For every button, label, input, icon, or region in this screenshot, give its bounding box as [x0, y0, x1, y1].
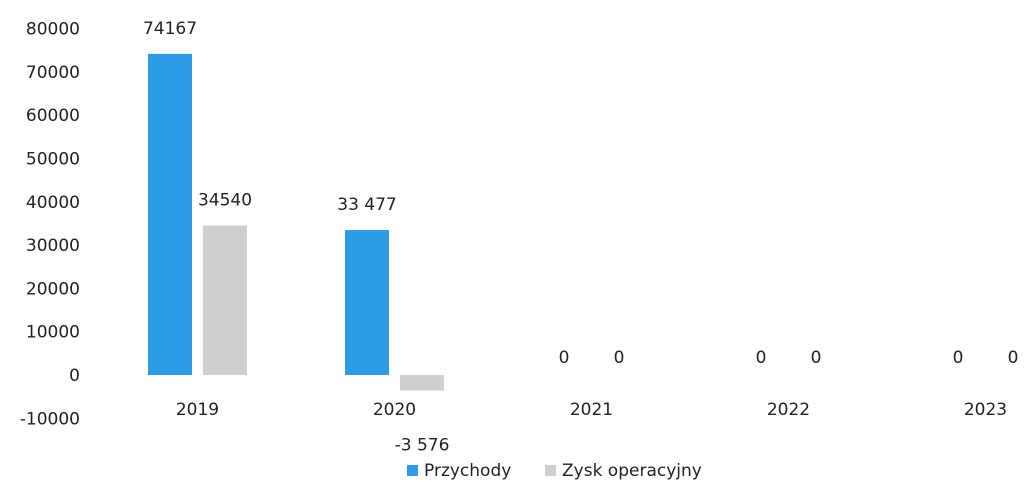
data-label: 0 — [559, 348, 570, 368]
bar-przychody-2019 — [148, 53, 192, 375]
y-tick-label: 50000 — [26, 150, 80, 170]
data-label: -3 576 — [395, 435, 450, 455]
y-axis-ticks: 80000 70000 60000 50000 40000 30000 20000 10000… — [20, 20, 80, 430]
data-label: 0 — [811, 348, 822, 368]
y-tick-label: -10000 — [20, 409, 80, 429]
y-tick-label: 80000 — [26, 20, 80, 40]
y-tick-label: 60000 — [26, 106, 80, 126]
x-category-label: 2021 — [570, 400, 613, 420]
bar-zysk-operacyjny-2020 — [400, 375, 444, 391]
legend-swatch — [545, 465, 556, 476]
legend-swatch — [407, 465, 418, 476]
data-label: 0 — [953, 348, 964, 368]
y-tick-label: 0 — [69, 366, 80, 386]
x-axis-category-labels: 2019 2020 2021 2022 2023 — [176, 400, 1007, 420]
legend: Przychody Zysk operacyjny — [407, 461, 702, 481]
x-category-label: 2023 — [964, 400, 1007, 420]
y-tick-label: 40000 — [26, 193, 80, 213]
legend-label: Przychody — [424, 461, 511, 481]
data-labels-group: 74167 33 477 0 0 0 34540 -3 576 0 0 0 — [143, 19, 1018, 456]
bar-przychody-2020 — [345, 230, 389, 375]
data-label: 0 — [1008, 348, 1019, 368]
data-label: 0 — [614, 348, 625, 368]
y-tick-label: 10000 — [26, 323, 80, 343]
bars-group — [148, 53, 444, 391]
y-tick-label: 30000 — [26, 236, 80, 256]
y-tick-label: 70000 — [26, 63, 80, 83]
data-label: 33 477 — [337, 195, 396, 215]
bar-zysk-operacyjny-2019 — [203, 225, 247, 375]
x-category-label: 2020 — [373, 400, 416, 420]
data-label: 34540 — [198, 190, 252, 210]
legend-label: Zysk operacyjny — [562, 461, 702, 481]
x-category-label: 2019 — [176, 400, 219, 420]
data-label: 0 — [756, 348, 767, 368]
x-category-label: 2022 — [767, 400, 810, 420]
data-label: 74167 — [143, 19, 197, 39]
y-tick-label: 20000 — [26, 279, 80, 299]
